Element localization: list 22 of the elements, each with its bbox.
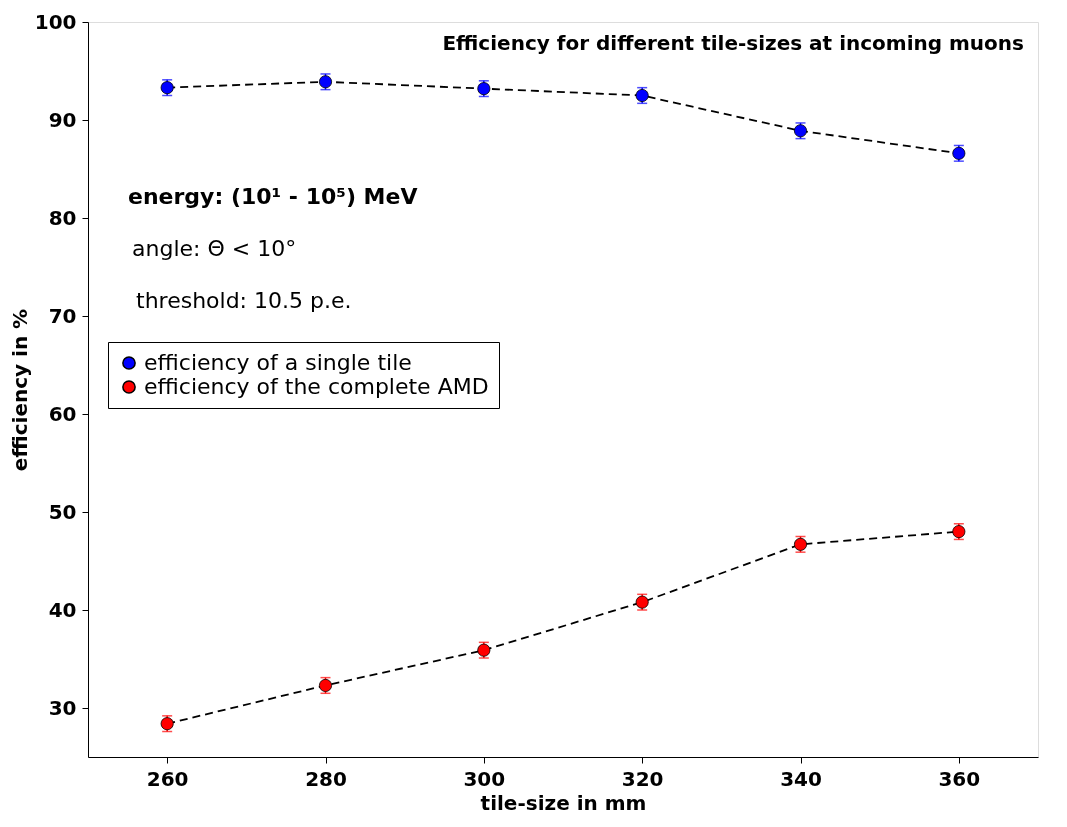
y-tick-label: 30 (48, 695, 77, 720)
text: Efficiency for different tile-sizes at incoming muons (442, 31, 1024, 55)
y-tick-label: 80 (48, 205, 77, 230)
legend-label: efficiency of a single tile (144, 350, 412, 375)
y-tick-label: 90 (48, 107, 77, 132)
annotation: energy: (10¹ - 10⁵) MeV (128, 184, 418, 209)
y-tick-label: 70 (48, 303, 77, 328)
x-tick-label: 300 (463, 766, 506, 791)
x-tick-label: 260 (146, 766, 189, 791)
x-axis-title: tile-size in mm (480, 790, 647, 815)
x-tick-label: 320 (621, 766, 664, 791)
x-tick-label: 360 (938, 766, 981, 791)
y-tick-label: 100 (34, 9, 77, 34)
annotation: angle: Θ < 10° (132, 236, 297, 261)
legend-label: efficiency of the complete AMD (144, 374, 489, 399)
x-tick-label: 280 (305, 766, 347, 791)
y-tick-label: 60 (48, 401, 77, 426)
annotation: threshold: 10.5 p.e. (136, 288, 352, 313)
y-tick-label: 40 (48, 597, 77, 622)
y-axis-title: efficiency in % (7, 308, 32, 472)
y-tick-label: 50 (48, 499, 77, 524)
x-tick-label: 340 (780, 766, 822, 791)
